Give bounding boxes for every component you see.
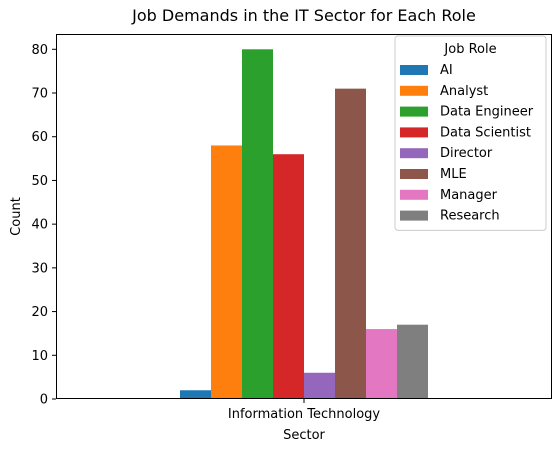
legend-swatch-data-engineer	[400, 106, 428, 117]
legend-swatch-research	[400, 210, 428, 221]
legend-label-mle: MLE	[440, 167, 467, 182]
y-tick-label: 40	[31, 218, 48, 233]
legend-swatch-analyst	[400, 85, 428, 96]
bar-mle	[335, 88, 366, 399]
y-axis-label: Count	[9, 197, 24, 236]
bar-manager	[366, 329, 397, 399]
x-tick-label: Information Technology	[228, 407, 381, 422]
legend-swatch-director	[400, 148, 428, 159]
x-axis: Information Technology	[228, 399, 381, 422]
x-axis-label: Sector	[283, 428, 325, 443]
bar-analyst	[211, 145, 242, 399]
plot-frame	[56, 34, 552, 399]
y-axis: 0 10 20 30 40 50 60 70 80	[31, 43, 56, 408]
legend-label-analyst: Analyst	[440, 84, 488, 99]
y-tick-label: 50	[31, 174, 48, 189]
legend-swatch-ai	[400, 65, 428, 75]
chart-title: Job Demands in the IT Sector for Each Ro…	[131, 6, 476, 25]
legend-label-research: Research	[440, 209, 500, 224]
legend-swatch-mle	[400, 169, 428, 179]
bar-data-scientist	[273, 154, 304, 399]
y-tick-label: 0	[40, 393, 48, 408]
legend-label-manager: Manager	[440, 188, 498, 203]
y-tick-label: 10	[31, 349, 48, 364]
legend-title: Job Role	[443, 42, 496, 57]
legend-swatch-data-scientist	[400, 127, 428, 138]
y-tick-label: 60	[31, 130, 48, 145]
y-tick-label: 80	[31, 43, 48, 58]
legend-label-director: Director	[440, 146, 493, 161]
legend-items: AI Analyst Data Engineer Data Scientist Dire…	[400, 63, 534, 224]
y-tick-label: 70	[31, 87, 48, 102]
legend-label-data-scientist: Data Scientist	[440, 125, 531, 140]
y-tick-label: 30	[31, 261, 48, 276]
bars-group	[180, 49, 428, 399]
bar-research	[397, 324, 428, 399]
y-tick-label: 20	[31, 305, 48, 320]
legend-box	[394, 35, 547, 231]
bar-data-engineer	[242, 49, 273, 399]
legend-label-data-engineer: Data Engineer	[440, 105, 534, 120]
bar-director	[304, 372, 335, 399]
legend-label-ai: AI	[440, 63, 453, 78]
bar-ai	[180, 390, 211, 399]
legend: Job Role AI Analyst Data Engineer Data Scie…	[394, 35, 547, 231]
legend-swatch-manager	[400, 189, 428, 200]
